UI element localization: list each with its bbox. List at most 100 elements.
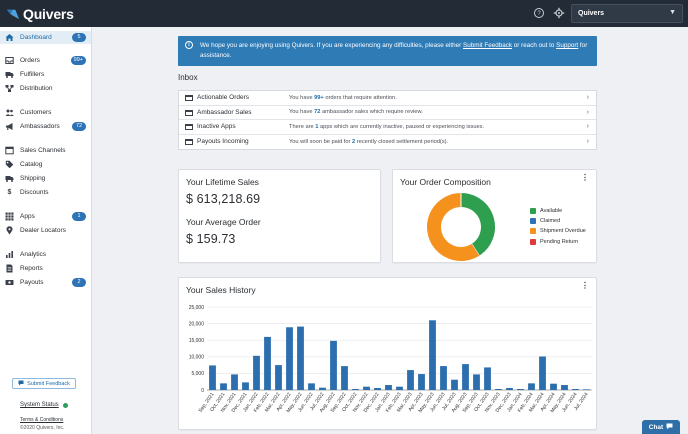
sales-bar[interactable] — [374, 388, 381, 390]
sidebar-item-distribution[interactable]: Distribution — [0, 82, 91, 95]
account-select[interactable]: Quivers ▼ — [571, 4, 683, 23]
sales-bar[interactable] — [418, 374, 425, 390]
inbox-row-label: Actionable Orders — [197, 94, 250, 102]
sidebar-item-catalog[interactable]: Catalog — [0, 158, 91, 171]
sales-bar[interactable] — [308, 383, 315, 390]
submit-feedback-button[interactable]: Submit Feedback — [12, 378, 76, 389]
submit-feedback-link[interactable]: Submit Feedback — [463, 42, 513, 49]
sales-bar[interactable] — [253, 355, 260, 390]
sidebar-item-dealer-locators[interactable]: Dealer Locators — [0, 224, 91, 237]
sidebar-item-apps[interactable]: Apps 1 — [0, 210, 91, 223]
sidebar-item-label: Sales Channels — [20, 147, 66, 154]
system-status-link[interactable]: System Status — [20, 402, 59, 408]
sales-bar[interactable] — [517, 389, 524, 390]
sidebar: Dashboard 5 Orders 99+ Fulfillers Distri… — [0, 27, 92, 434]
donut-slice-available[interactable] — [460, 193, 495, 256]
sales-bar[interactable] — [297, 326, 304, 390]
sidebar-item-discounts[interactable]: $ Discounts — [0, 186, 91, 199]
sales-bar[interactable] — [583, 389, 590, 390]
inbox-row-label: Ambassador Sales — [197, 108, 252, 116]
alert-text-middle: or reach out to — [512, 42, 557, 49]
sidebar-item-label: Orders — [20, 57, 40, 64]
legend-swatch — [530, 239, 536, 245]
inbox-list: Actionable Orders You have 99+ orders th… — [178, 90, 597, 150]
lifetime-sales-title: Your Lifetime Sales — [186, 177, 259, 187]
sidebar-item-dashboard[interactable]: Dashboard 5 — [0, 31, 91, 44]
megaphone-icon — [5, 122, 14, 131]
inbox-row-payouts-incoming[interactable]: Payouts Incoming You will soon be paid f… — [179, 135, 596, 150]
sales-bar[interactable] — [396, 386, 403, 390]
sidebar-item-shipping[interactable]: Shipping — [0, 172, 91, 185]
sales-bar[interactable] — [561, 385, 568, 390]
sales-bar[interactable] — [363, 386, 370, 390]
sales-bar[interactable] — [341, 366, 348, 390]
sales-bar[interactable] — [407, 370, 414, 390]
sales-bar[interactable] — [264, 336, 271, 390]
sales-bar[interactable] — [550, 383, 557, 390]
sales-bar[interactable] — [572, 389, 579, 390]
sales-bar[interactable] — [495, 389, 502, 390]
sales-bar[interactable] — [242, 382, 249, 390]
sales-bar[interactable] — [451, 379, 458, 390]
inbox-row-ambassador-sales[interactable]: Ambassador Sales You have 72 ambassador … — [179, 106, 596, 120]
sales-bar[interactable] — [231, 374, 238, 390]
sidebar-item-payouts[interactable]: Payouts 2 — [0, 276, 91, 289]
gear-icon[interactable] — [553, 7, 565, 19]
more-vertical-icon[interactable]: ⋮ — [581, 281, 589, 290]
sidebar-item-label: Dashboard — [20, 34, 52, 41]
order-composition-donut — [427, 193, 495, 261]
sales-bar[interactable] — [528, 383, 535, 390]
sidebar-item-orders[interactable]: Orders 99+ — [0, 54, 91, 67]
count-badge: 1 — [72, 212, 86, 221]
sales-bar[interactable] — [220, 383, 227, 390]
sidebar-item-ambassadors[interactable]: Ambassadors 72 — [0, 120, 91, 133]
y-tick-label: 10,000 — [189, 355, 205, 361]
count-badge: 5 — [72, 33, 86, 42]
sidebar-item-label: Shipping — [20, 175, 46, 182]
chat-label: Chat — [648, 423, 664, 431]
sidebar-item-sales-channels[interactable]: Sales Channels — [0, 144, 91, 157]
inbox-row-description: You will soon be paid for 2 recently clo… — [289, 138, 449, 145]
chat-button[interactable]: Chat — [642, 420, 680, 434]
sales-bar[interactable] — [484, 367, 491, 390]
sales-bar[interactable] — [275, 365, 282, 390]
shipping-truck-icon — [5, 174, 14, 183]
sales-bar[interactable] — [429, 320, 436, 390]
sales-bar[interactable] — [209, 365, 216, 390]
donut-slice-shipment-overdue[interactable] — [427, 193, 480, 261]
sidebar-item-analytics[interactable]: Analytics — [0, 248, 91, 261]
sales-bar[interactable] — [286, 327, 293, 390]
legend-swatch — [530, 218, 536, 224]
sales-bar[interactable] — [330, 340, 337, 390]
legend-label: Pending Return — [540, 239, 579, 245]
brand-logo[interactable]: Quivers — [7, 4, 74, 23]
terms-link[interactable]: Terms & Conditions — [20, 417, 64, 423]
average-order-title: Your Average Order — [186, 217, 261, 227]
inbox-row-actionable-orders[interactable]: Actionable Orders You have 99+ orders th… — [179, 91, 596, 106]
sales-bar[interactable] — [539, 356, 546, 390]
count-badge: 99+ — [70, 56, 86, 65]
sales-bar[interactable] — [473, 374, 480, 390]
more-vertical-icon[interactable]: ⋮ — [581, 173, 589, 182]
tag-icon — [5, 160, 14, 169]
legend-label: Claimed — [540, 218, 561, 224]
help-circle-icon[interactable]: ? — [533, 7, 545, 19]
inbox-row-inactive-apps[interactable]: Inactive Apps There are 1 apps which are… — [179, 120, 596, 135]
chat-bubble-icon — [18, 380, 24, 388]
sales-bar[interactable] — [440, 366, 447, 390]
legend-swatch — [530, 208, 536, 214]
sidebar-item-reports[interactable]: Reports — [0, 262, 91, 275]
sales-bar[interactable] — [385, 385, 392, 390]
sidebar-item-customers[interactable]: Customers — [0, 106, 91, 119]
sales-bar[interactable] — [352, 389, 359, 390]
alert-text-before: We hope you are enjoying using Quivers. … — [200, 42, 463, 49]
quivers-logo-icon — [7, 9, 20, 20]
sales-bar[interactable] — [506, 388, 513, 390]
sitemap-icon — [5, 84, 14, 93]
svg-text:?: ? — [537, 11, 541, 17]
sales-bar[interactable] — [462, 364, 469, 390]
sales-bar[interactable] — [319, 387, 326, 390]
support-link[interactable]: Support — [556, 42, 579, 49]
y-tick-label: 25,000 — [189, 305, 205, 311]
sidebar-item-fulfillers[interactable]: Fulfillers — [0, 68, 91, 81]
